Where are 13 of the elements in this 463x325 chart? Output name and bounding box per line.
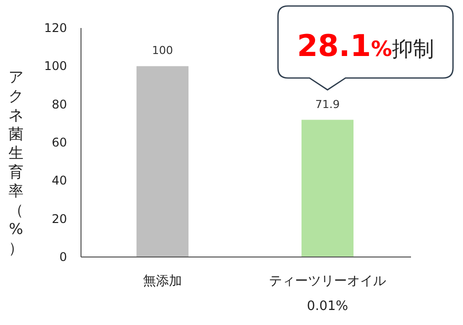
y-tick-label: 80 <box>52 97 67 112</box>
data-label: 100 <box>152 44 173 58</box>
y-tick-label: 100 <box>44 59 67 74</box>
x-tick-label: 無添加 <box>143 274 182 289</box>
y-tick-label: 20 <box>52 212 67 226</box>
y-tick-label: 120 <box>44 21 67 35</box>
annotation: 28.1%抑制 <box>296 29 434 64</box>
y-tick-label: 60 <box>52 136 67 150</box>
y-tick-label: 40 <box>52 174 67 188</box>
y-tick-label: 0 <box>59 250 67 264</box>
data-label: 71.9 <box>315 98 340 111</box>
text: アクネ菌生育率（%） <box>8 68 24 257</box>
x-tick-label: ティーツリーオイル 0.01% <box>269 274 386 314</box>
